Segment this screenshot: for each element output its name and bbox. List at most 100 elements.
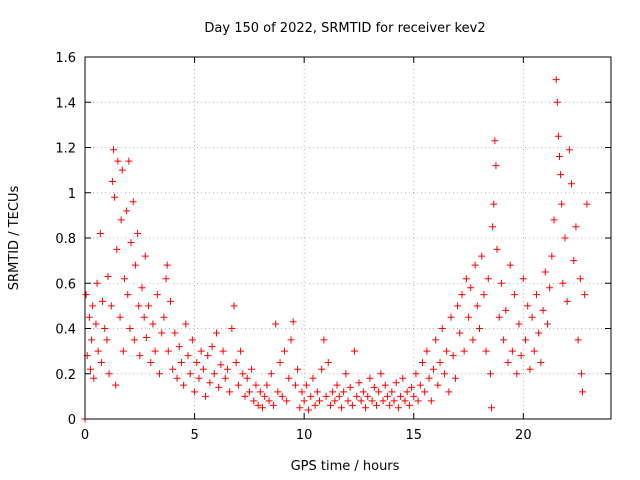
data-point (252, 381, 260, 389)
data-point (372, 401, 380, 409)
data-point (300, 397, 308, 405)
data-point (478, 252, 486, 260)
data-point (245, 388, 253, 396)
data-point (381, 381, 389, 389)
data-point (175, 343, 183, 351)
data-point (166, 297, 174, 305)
data-point (486, 370, 494, 378)
y-tick-label: 0.4 (55, 323, 76, 338)
data-point (316, 397, 324, 405)
data-point (535, 329, 543, 337)
data-point (392, 379, 400, 387)
data-point (199, 365, 207, 373)
y-tick-label: 1.4 (55, 96, 76, 111)
x-tick-label: 10 (296, 428, 313, 443)
data-point (579, 388, 587, 396)
data-point (243, 374, 251, 382)
data-point (342, 370, 350, 378)
data-point (294, 365, 302, 373)
data-point (326, 401, 334, 409)
data-point (425, 374, 433, 382)
data-point (94, 347, 102, 355)
data-point (482, 347, 490, 355)
data-point (434, 381, 442, 389)
data-point (333, 381, 341, 389)
data-point (390, 397, 398, 405)
data-point (359, 388, 367, 396)
data-point (311, 401, 319, 409)
data-point (557, 171, 565, 179)
data-point (109, 146, 117, 154)
data-point (263, 381, 271, 389)
data-point (489, 223, 497, 231)
data-point (141, 252, 149, 260)
data-point (495, 313, 503, 321)
data-point (177, 358, 185, 366)
y-tick-label: 1.6 (55, 51, 76, 66)
data-point (309, 374, 317, 382)
data-point (140, 313, 148, 321)
data-point (454, 302, 462, 310)
data-point (104, 272, 112, 280)
data-point (204, 352, 212, 360)
data-point (126, 325, 134, 332)
data-point (502, 306, 510, 314)
data-point (355, 379, 363, 387)
data-point (138, 284, 146, 292)
data-point (558, 200, 566, 208)
data-point (490, 200, 498, 208)
data-point (82, 291, 90, 299)
data-point (397, 392, 405, 400)
data-point (399, 374, 407, 382)
data-point (445, 388, 453, 396)
data-point (92, 320, 100, 328)
data-point (108, 177, 116, 185)
data-point (151, 347, 159, 355)
data-point (570, 257, 578, 265)
data-point (528, 313, 536, 321)
data-point (114, 157, 122, 165)
data-point (362, 404, 370, 412)
data-point (221, 374, 229, 382)
data-point (451, 374, 459, 382)
data-point (467, 284, 475, 292)
data-point (563, 297, 571, 305)
data-point (416, 381, 424, 389)
data-point (173, 374, 181, 382)
data-point (565, 146, 573, 154)
data-point (539, 306, 547, 314)
data-point (436, 358, 444, 366)
y-tick-label: 0.2 (55, 368, 76, 383)
data-point (386, 401, 394, 409)
data-point (427, 397, 435, 405)
data-point (340, 388, 348, 396)
data-point (577, 370, 585, 378)
data-point (96, 229, 104, 237)
data-point (142, 334, 150, 342)
data-point (254, 401, 262, 409)
data-point (419, 358, 427, 366)
data-point (124, 291, 132, 299)
data-point (530, 347, 538, 355)
data-point (188, 336, 196, 344)
plot-frame (84, 56, 612, 420)
data-point (305, 406, 313, 414)
data-point (379, 397, 387, 405)
data-point (274, 388, 282, 396)
data-point (526, 365, 534, 373)
data-point (576, 275, 584, 283)
data-point (267, 370, 275, 378)
data-point (414, 397, 422, 405)
data-point (153, 291, 161, 299)
data-point (429, 365, 437, 373)
data-point (370, 383, 378, 391)
data-point (234, 381, 242, 389)
data-point (497, 279, 505, 287)
data-point (272, 320, 280, 328)
data-point (408, 383, 416, 391)
data-point (256, 388, 264, 396)
data-point (513, 370, 521, 378)
data-point (197, 347, 205, 355)
data-point (241, 392, 249, 400)
